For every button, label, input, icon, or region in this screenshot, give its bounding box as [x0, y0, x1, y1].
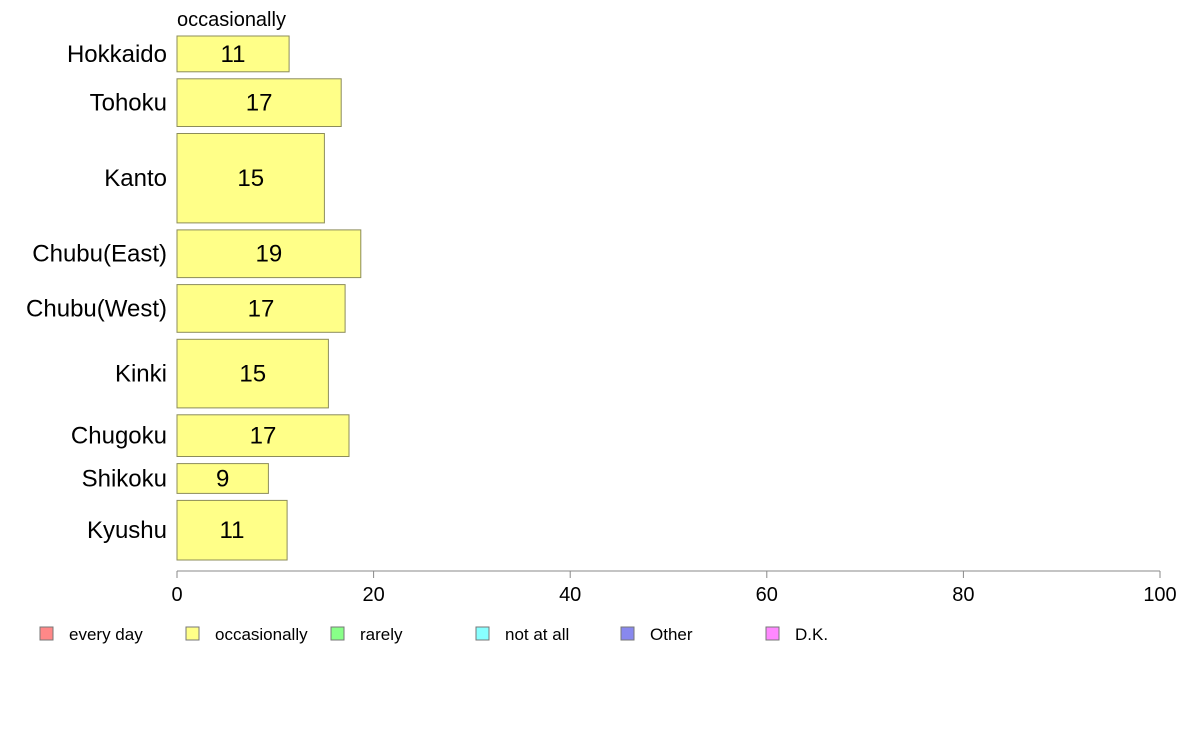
bar-group-kyushu: Kyushu 11	[87, 499, 288, 561]
bar-chubu-west	[176, 284, 346, 333]
bar-hokkaido	[176, 35, 290, 73]
bar-tohoku	[176, 78, 342, 128]
legend-swatch-every-day	[39, 626, 54, 641]
x-tick-label-100: 100	[1143, 584, 1176, 606]
legend-label-rarely: rarely	[360, 625, 403, 644]
value-label-chugoku: 17	[250, 423, 277, 450]
legend-swatch-rarely	[330, 626, 345, 641]
x-axis: 0 20 40 60 80 100	[171, 570, 1177, 606]
bar-kinki	[176, 338, 329, 409]
x-tick-label-60: 60	[756, 584, 778, 606]
bar-group-shikoku: Shikoku 9	[82, 463, 269, 494]
legend-label-occasionally: occasionally	[215, 625, 308, 644]
legend-item-every-day: every day	[39, 625, 143, 644]
category-label-kinki: Kinki	[115, 361, 167, 388]
category-label-shikoku: Shikoku	[82, 466, 167, 493]
legend-item-d-k: D.K.	[765, 625, 828, 644]
value-label-hokkaido: 11	[221, 41, 246, 68]
category-label-tohoku: Tohoku	[90, 90, 167, 117]
value-label-tohoku: 17	[246, 90, 273, 117]
legend-swatch-d-k	[765, 626, 780, 641]
value-label-chubu-west: 17	[248, 295, 275, 322]
bar-group-hokkaido: Hokkaido 11	[67, 35, 290, 73]
x-tick-label-0: 0	[171, 584, 182, 606]
series-title: occasionally	[177, 9, 286, 31]
x-tick-label-20: 20	[362, 584, 384, 606]
legend-item-rarely: rarely	[330, 625, 403, 644]
bar-group-tohoku: Tohoku 17	[90, 78, 342, 128]
legend-label-other: Other	[650, 625, 693, 644]
category-label-hokkaido: Hokkaido	[67, 41, 167, 68]
bar-group-chubu-west: Chubu(West) 17	[26, 284, 346, 333]
value-label-shikoku: 9	[216, 466, 229, 493]
value-label-kinki: 15	[239, 361, 266, 388]
legend-swatch-other	[620, 626, 635, 641]
legend-swatch-not-at-all	[475, 626, 490, 641]
category-label-chubu-west: Chubu(West)	[26, 295, 167, 322]
legend: every day occasionally rarely not at all Oth…	[39, 625, 828, 644]
bar-kyushu	[176, 499, 288, 561]
bar-group-kinki: Kinki 15	[115, 338, 329, 409]
bar-chubu-east	[176, 229, 362, 279]
bar-kanto	[176, 133, 325, 224]
legend-label-not-at-all: not at all	[505, 625, 569, 644]
category-label-chugoku: Chugoku	[71, 423, 167, 450]
value-label-chubu-east: 19	[256, 241, 283, 268]
category-label-chubu-east: Chubu(East)	[32, 241, 167, 268]
legend-item-occasionally: occasionally	[185, 625, 308, 644]
x-tick-label-40: 40	[559, 584, 581, 606]
bar-chugoku	[176, 414, 350, 457]
legend-item-other: Other	[620, 625, 693, 644]
x-tick-label-80: 80	[952, 584, 974, 606]
legend-label-d-k: D.K.	[795, 625, 828, 644]
bar-group-chugoku: Chugoku 17	[71, 414, 350, 457]
bar-shikoku	[176, 463, 269, 494]
legend-item-not-at-all: not at all	[475, 625, 569, 644]
bar-group-chubu-east: Chubu(East) 19	[32, 229, 362, 279]
legend-label-every-day: every day	[69, 625, 143, 644]
value-label-kanto: 15	[237, 165, 264, 192]
value-label-kyushu: 11	[220, 517, 245, 544]
bar-group-kanto: Kanto 15	[104, 133, 325, 224]
legend-swatch-occasionally	[185, 626, 200, 641]
category-label-kyushu: Kyushu	[87, 517, 167, 544]
category-label-kanto: Kanto	[104, 165, 167, 192]
